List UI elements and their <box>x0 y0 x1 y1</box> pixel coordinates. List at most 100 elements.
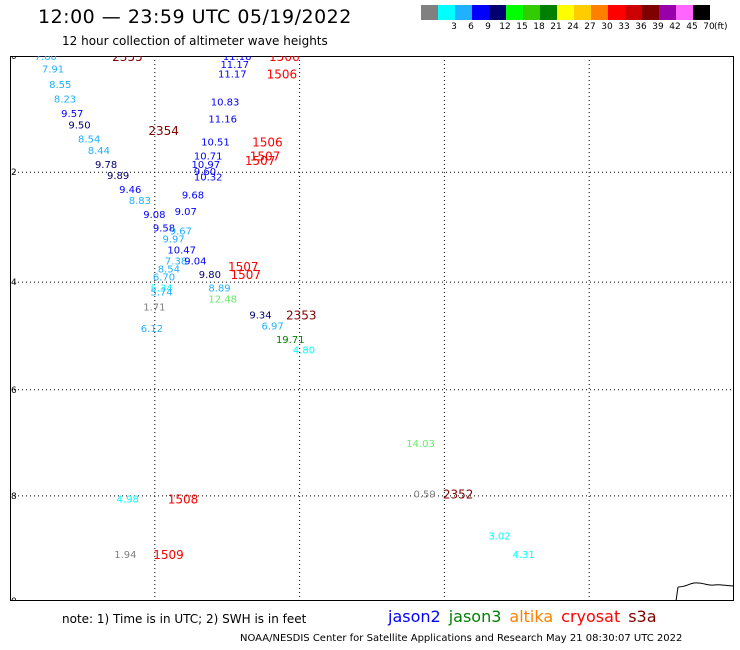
legend-swatch <box>489 5 506 20</box>
wave-height-label: 5.74 <box>150 287 172 298</box>
time-label: 1507 <box>230 268 261 282</box>
legend-swatch <box>506 5 523 20</box>
wave-height-label: 8.54 <box>78 135 100 146</box>
wave-height-label: 6.97 <box>261 321 283 332</box>
legend-tick-label: 70 <box>703 22 715 32</box>
coastline <box>675 582 734 601</box>
legend-unit: (ft) <box>714 22 728 32</box>
legend-swatch <box>608 5 625 20</box>
legend-swatch <box>455 5 472 20</box>
map-grid <box>10 56 734 601</box>
time-label: 1509 <box>153 548 184 562</box>
wave-height-label: 9.80 <box>199 270 221 281</box>
time-label: 2353 <box>286 309 317 323</box>
time-label: 2352 <box>443 487 474 501</box>
lat-tick-label: -68 <box>10 492 17 502</box>
legend-swatch <box>472 5 489 20</box>
wave-height-label: 10.51 <box>201 137 230 148</box>
wave-height-label: 9.89 <box>107 171 129 182</box>
legend-tick-label: 18 <box>533 22 545 32</box>
legend-tick-label: 39 <box>652 22 664 32</box>
satellite-cryosat: cryosat <box>561 607 621 626</box>
wave-height-label: 11.16 <box>208 115 237 126</box>
wave-height-label: 10.32 <box>194 173 223 184</box>
color-legend <box>421 5 710 20</box>
time-label: 1506 <box>267 68 298 82</box>
legend-swatch <box>574 5 591 20</box>
wave-height-label: 10.83 <box>211 97 240 108</box>
time-label: 1507 <box>228 260 259 274</box>
wave-height-label: 9.07 <box>175 207 197 218</box>
axis-tick-labels: -60-62-64-66-68-70-15-12-9-6-30 <box>10 56 17 601</box>
footer-note: note: 1) Time is in UTC; 2) SWH is in fe… <box>62 612 307 626</box>
wave-height-observations: 7.607.918.558.239.579.508.548.449.789.89… <box>35 56 535 561</box>
wave-height-label: 8.23 <box>54 94 76 105</box>
wave-height-label: 8.55 <box>49 80 71 91</box>
time-label: 1506 <box>252 135 283 149</box>
wave-height-label: 4.31 <box>512 550 534 561</box>
wave-height-label: 1.71 <box>143 303 165 314</box>
wave-height-label: 9.97 <box>163 235 185 246</box>
wave-height-label: 7.60 <box>35 56 57 63</box>
wave-height-label: 10.47 <box>167 245 196 256</box>
wave-height-label: 9.04 <box>184 256 206 267</box>
legend-swatch <box>523 5 540 20</box>
legend-tick-label: 27 <box>584 22 596 32</box>
time-label: 1506 <box>269 56 300 64</box>
wave-height-label: 9.68 <box>182 190 204 201</box>
page-subtitle: 12 hour collection of altimeter wave hei… <box>62 34 328 48</box>
satellite-jason3: jason3 <box>448 607 502 626</box>
legend-swatch <box>438 5 455 20</box>
legend-swatch <box>676 5 693 20</box>
legend-tick-label: 24 <box>567 22 579 32</box>
satellite-s3a: s3a <box>628 607 657 626</box>
wave-height-label: 5.34 <box>150 284 172 295</box>
time-label: 1508 <box>168 493 199 507</box>
wave-height-label: 1.94 <box>114 550 136 561</box>
legend-tick-label: 15 <box>516 22 528 32</box>
wave-height-label: 4.80 <box>293 346 315 357</box>
time-label: 2354 <box>148 124 179 138</box>
wave-height-label: 9.67 <box>170 226 192 237</box>
lat-tick-label: -70 <box>10 597 17 601</box>
legend-swatch <box>659 5 676 20</box>
legend-tick-label: 30 <box>601 22 613 32</box>
wave-height-label: 6.12 <box>141 324 163 335</box>
time-label: 1507 <box>250 149 281 163</box>
wave-height-label: 7.38 <box>165 256 187 267</box>
time-label: 2355 <box>112 56 143 64</box>
wave-height-label: 8.89 <box>208 284 230 295</box>
lat-tick-label: -64 <box>10 278 17 288</box>
wave-height-label: 6.70 <box>153 273 175 284</box>
wave-height-label: 0.59 <box>414 489 436 500</box>
wave-height-label: 3.02 <box>488 531 510 542</box>
wave-height-label: 9.57 <box>61 109 83 120</box>
time-labels: 2355235423532352150615061506150715071507… <box>112 56 473 562</box>
wave-height-label: 9.08 <box>143 210 165 221</box>
wave-height-label: 8.83 <box>129 196 151 207</box>
satellite-jason2: jason2 <box>388 607 441 626</box>
wave-height-label: 8.44 <box>88 146 110 157</box>
wave-height-label: 19.71 <box>276 335 305 346</box>
legend-swatch <box>557 5 574 20</box>
wave-height-label: 8.54 <box>158 265 180 276</box>
footer-credit: NOAA/NESDIS Center for Satellite Applica… <box>240 633 683 644</box>
wave-height-label: 9.34 <box>249 311 271 322</box>
legend-tick-label: 36 <box>635 22 647 32</box>
lat-tick-label: -66 <box>10 386 17 396</box>
legend-swatch <box>421 5 438 20</box>
wave-height-label: 10.71 <box>194 151 223 162</box>
legend-tick-label: 21 <box>550 22 562 32</box>
wave-height-label: 9.58 <box>153 224 175 235</box>
wave-height-label: 9.78 <box>95 160 117 171</box>
legend-tick-label: 12 <box>499 22 511 32</box>
wave-height-label: 9.60 <box>194 167 216 178</box>
wave-height-label: 11.17 <box>220 60 249 71</box>
legend-swatch <box>642 5 659 20</box>
legend-swatch <box>625 5 642 20</box>
time-label: 1507 <box>245 154 276 168</box>
wave-height-label: 9.46 <box>119 185 141 196</box>
legend-tick-label: 9 <box>485 22 491 32</box>
satellite-altika: altika <box>509 607 554 626</box>
page-title: 12:00 — 23:59 UTC 05/19/2022 <box>38 6 352 28</box>
